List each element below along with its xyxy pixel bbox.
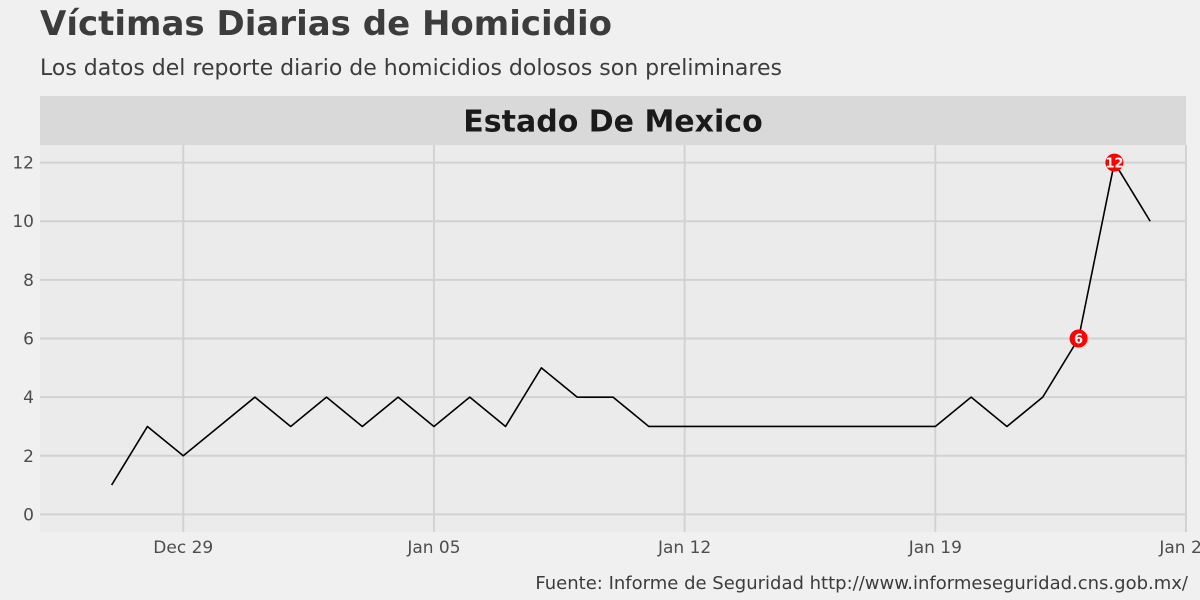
y-tick-label: 8 — [23, 271, 34, 291]
y-tick-label: 10 — [12, 212, 34, 232]
x-tick-label: Jan 19 — [908, 538, 962, 558]
source-caption: Fuente: Informe de Seguridad http://www.… — [535, 573, 1188, 594]
point-label: 12 — [1105, 157, 1123, 172]
chart-subtitle: Los datos del reporte diario de homicidi… — [40, 56, 782, 81]
y-tick-label: 6 — [23, 330, 34, 350]
y-tick-label: 4 — [23, 388, 34, 408]
highlight-point — [1105, 153, 1124, 172]
x-gridlines — [182, 145, 1187, 532]
y-tick-label: 0 — [23, 505, 34, 525]
facet-strip-label: Estado De Mexico — [463, 105, 762, 140]
y-tick-label: 12 — [12, 154, 34, 174]
x-tick-label: Jan 26 — [1158, 538, 1200, 558]
highlight-point — [1069, 329, 1088, 348]
facet-strip — [40, 96, 1186, 145]
chart-title: Víctimas Diarias de Homicidio — [40, 4, 613, 44]
x-axis-tick-labels: Dec 29 Jan 05 Jan 12 Jan 19 Jan 26 — [153, 538, 1200, 558]
y-gridlines — [40, 161, 1186, 516]
x-tick-label: Dec 29 — [153, 538, 213, 558]
y-axis-tick-labels: 0 2 4 6 8 10 12 — [12, 154, 34, 526]
x-tick-label: Jan 12 — [657, 538, 711, 558]
highlighted-points: 6 12 — [1069, 153, 1124, 348]
point-label: 6 — [1074, 333, 1083, 348]
series-line — [110, 161, 1151, 486]
x-tick-label: Jan 05 — [406, 538, 460, 558]
y-tick-label: 2 — [23, 447, 34, 467]
